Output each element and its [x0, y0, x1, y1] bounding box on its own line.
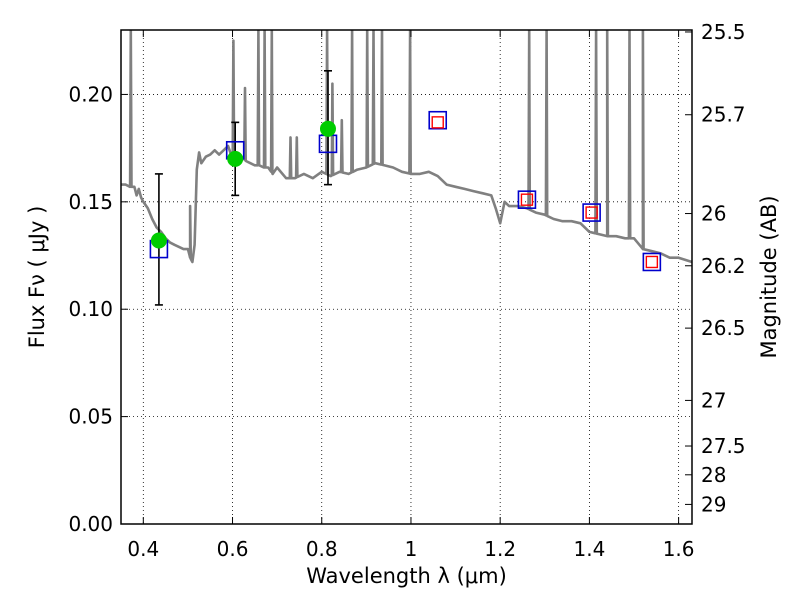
y-tick-label: 0.05	[68, 405, 113, 429]
model-band-square	[582, 203, 601, 222]
x-axis-label: Wavelength λ (μm)	[306, 564, 507, 588]
mag-tick-label: 25.7	[701, 103, 746, 127]
y-tick-label: 0.00	[68, 512, 113, 536]
model-band-square	[428, 110, 448, 130]
plot-area	[121, 30, 692, 306]
model-small-square	[520, 193, 534, 206]
model-small-square	[645, 255, 659, 269]
right-axis-label: Magnitude (AB)	[757, 195, 781, 358]
spectrum-line	[121, 30, 692, 264]
tick-labels: 0.4 0.6 0.8 1 1.2 1.4 1.6 0.00 0.05 0.10 0.15 0.20 2…	[68, 20, 745, 561]
mag-tick-label: 27.5	[701, 434, 746, 458]
mag-tick-label: 26.2	[701, 254, 746, 278]
observed-point	[227, 150, 244, 167]
observed-point	[150, 232, 167, 249]
model-spectrum	[121, 30, 692, 264]
model-band-square	[642, 252, 662, 272]
data-markers	[149, 70, 662, 306]
model-small-square	[431, 116, 444, 129]
y-tick-label: 0.10	[68, 297, 113, 321]
mag-tick-label: 25.5	[701, 20, 746, 44]
model-band-square	[517, 190, 537, 209]
x-tick-label: 0.8	[306, 537, 338, 561]
mag-tick-label: 27	[701, 388, 726, 412]
x-tick-label: 0.6	[217, 537, 249, 561]
x-tick-label: 1	[405, 537, 418, 561]
mag-tick-label: 28	[701, 463, 726, 487]
mag-tick-label: 29	[701, 492, 726, 516]
plot-frame	[120, 29, 693, 525]
mag-tick-label: 26	[701, 202, 726, 226]
y-tick-label: 0.15	[68, 190, 113, 214]
x-tick-label: 0.4	[127, 537, 159, 561]
y-axis-label: Flux Fν ( μJy )	[25, 206, 49, 349]
x-tick-label: 1.2	[484, 537, 516, 561]
observed-point	[319, 120, 336, 137]
model-small-square	[585, 206, 598, 219]
x-tick-label: 1.6	[663, 537, 695, 561]
axis-ticks	[121, 30, 692, 525]
x-tick-label: 1.4	[573, 537, 605, 561]
mag-tick-label: 26.5	[701, 316, 746, 340]
y-tick-label: 0.20	[68, 82, 113, 106]
